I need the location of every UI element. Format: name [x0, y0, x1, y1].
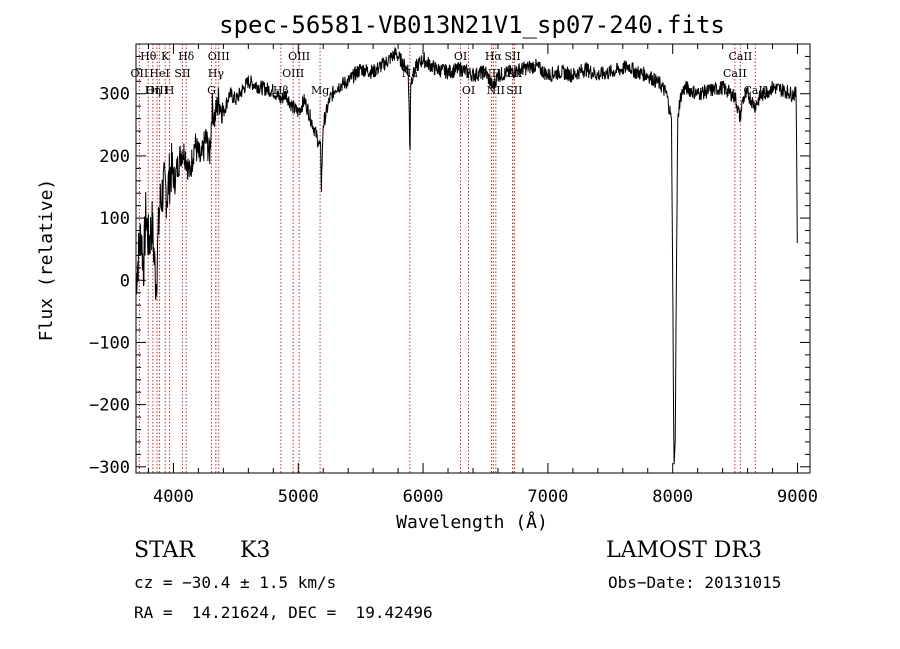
line-label: CaII: [729, 50, 753, 63]
line-label: SII: [506, 67, 522, 80]
line-label: CaII: [723, 67, 747, 80]
line-label: CaII: [743, 84, 767, 97]
object-subclass: K3: [240, 538, 271, 563]
line-markers: [138, 44, 756, 473]
line-label: OI: [462, 84, 475, 97]
line-label: Hβ: [273, 84, 289, 97]
line-label: Mg: [311, 84, 329, 97]
line-label: SII: [504, 50, 520, 63]
line-label: K: [161, 50, 170, 63]
x-tick-label: 6000: [403, 487, 444, 507]
y-axis-label: Flux (relative): [36, 179, 57, 342]
x-tick-label: 8000: [652, 487, 693, 507]
object-class: STAR: [134, 538, 195, 563]
x-axis-label: Wavelength (Å): [396, 511, 548, 533]
coordinates: RA = 14.21624, DEC = 19.42496: [134, 603, 433, 622]
line-label: Hη: [145, 84, 161, 97]
line-label: NII: [487, 84, 505, 97]
line-label: OIII: [208, 50, 230, 63]
y-tick-label: 200: [99, 147, 130, 167]
line-label: OIII: [288, 50, 310, 63]
line-label: Hθ: [140, 50, 157, 63]
line-label: SII: [174, 67, 190, 80]
y-axis: −300 −200 −100 0 100 200 300: [89, 55, 810, 478]
line-label: Hδ: [178, 50, 195, 63]
line-label: Na: [402, 67, 419, 80]
y-tick-label: 100: [99, 209, 130, 229]
line-label: HeI: [149, 67, 169, 80]
line-label: OI: [454, 50, 467, 63]
line-label: Hγ: [208, 67, 225, 80]
chart-title: spec-56581-VB013N21V1_sp07-240.fits: [219, 11, 725, 39]
y-tick-label: −300: [89, 458, 130, 478]
spectrum-group: [136, 47, 798, 465]
survey-name: LAMOST DR3: [606, 538, 762, 563]
y-tick-label: −200: [89, 396, 130, 416]
y-tick-label: 300: [99, 85, 130, 105]
line-label: OIII: [146, 84, 168, 97]
line-label: SII: [506, 84, 522, 97]
spectrum-line: [136, 47, 798, 465]
line-labels: Hθ OII OIII K H HeI Hη Hδ SII OIII Hγ G OIII OIII Hβ Mg…: [131, 50, 768, 97]
plot-frame: [135, 43, 811, 474]
x-tick-label: 7000: [527, 487, 568, 507]
line-label: Hα: [485, 50, 503, 63]
y-tick-label: −100: [89, 333, 130, 353]
line-label: NII: [482, 67, 500, 80]
x-tick-label: 9000: [777, 487, 818, 507]
x-axis: 4000 5000 6000 7000 8000 9000: [147, 44, 818, 507]
y-tick-label: 0: [120, 271, 130, 291]
obs-date: Obs−Date: 20131015: [608, 573, 782, 592]
redshift-cz: cz = −30.4 ± 1.5 km/s: [134, 573, 337, 592]
line-label: OIII: [282, 67, 304, 80]
x-tick-label: 4000: [153, 487, 194, 507]
line-label: OII: [131, 67, 149, 80]
line-label: G: [207, 84, 216, 97]
x-tick-label: 5000: [278, 487, 319, 507]
line-label: H: [165, 84, 175, 97]
